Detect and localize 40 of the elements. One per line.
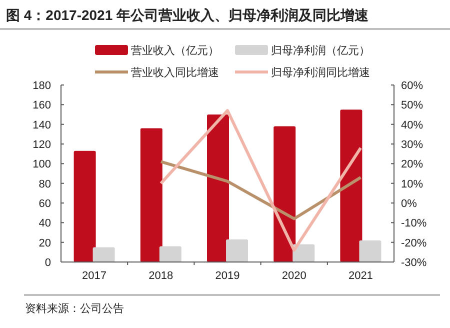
bar [207, 114, 229, 262]
bar [92, 247, 115, 262]
bar [159, 246, 182, 262]
x-tick-label: 2019 [215, 270, 240, 282]
bar [140, 128, 162, 262]
x-tick-label: 2020 [282, 270, 306, 282]
x-tick-label: 2018 [148, 270, 174, 282]
y-tick-label: 100 [32, 158, 51, 171]
bar [274, 126, 296, 262]
y2-tick-label: 40% [401, 119, 424, 132]
y2-tick-label: 30% [401, 139, 424, 151]
y2-tick-label: 60% [401, 80, 424, 92]
legend-label: 营业收入同比增速 [131, 66, 219, 79]
y-tick-label: 120 [32, 139, 51, 151]
y2-tick-label: 10% [401, 178, 424, 190]
x-tick-label: 2017 [82, 270, 107, 282]
y2-tick-label: -30% [401, 257, 427, 269]
y2-tick-label: -20% [401, 237, 427, 250]
legend-label: 营业收入（亿元） [131, 44, 219, 57]
y-tick-label: 180 [32, 80, 51, 92]
y-tick-label: 160 [32, 100, 51, 112]
y-tick-label: 140 [32, 119, 51, 132]
bar [359, 240, 382, 262]
y2-tick-label: 0% [401, 198, 418, 210]
y-tick-label: 0 [44, 257, 51, 269]
text: 资料来源：公司公告 [25, 302, 124, 315]
bar [340, 110, 362, 262]
legend-label: 归母净利润（亿元） [271, 44, 370, 57]
y-tick-label: 40 [38, 218, 51, 230]
bar [226, 239, 248, 262]
legend-label: 归母净利润同比增速 [271, 66, 370, 79]
y2-tick-label: 20% [401, 158, 424, 171]
y-tick-label: 20 [38, 237, 51, 250]
bar [74, 150, 96, 262]
chart-title: 图 4：2017-2021 年公司营业收入、归母净利润及同比增速 [6, 7, 370, 23]
y-tick-label: 80 [38, 178, 51, 190]
x-tick-label: 2021 [348, 270, 373, 282]
y2-tick-label: -10% [401, 218, 427, 230]
y2-tick-label: 50% [401, 100, 424, 112]
y-tick-label: 60 [38, 198, 51, 210]
